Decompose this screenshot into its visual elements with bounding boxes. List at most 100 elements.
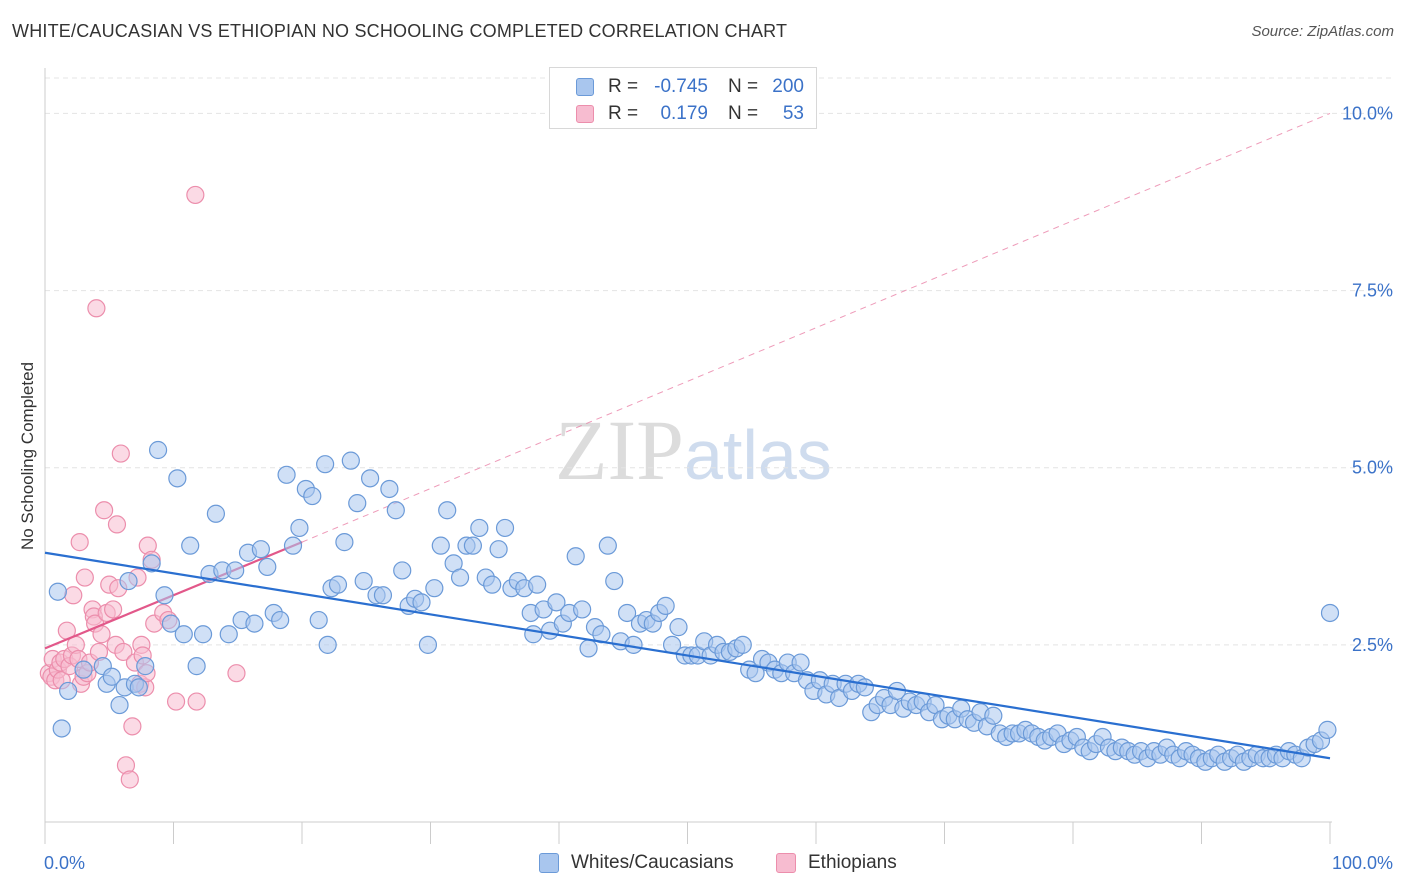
n-value: 200	[772, 76, 804, 97]
tick-labels: 2.5% 5.0% 7.5% 10.0% 0.0% 100.0%	[44, 103, 1393, 873]
white-point	[431, 536, 450, 555]
white-point	[316, 455, 335, 474]
white-point	[450, 568, 470, 587]
n-value: 53	[782, 103, 804, 124]
white-point	[271, 610, 290, 630]
white-point	[438, 501, 457, 520]
white-point	[290, 518, 309, 538]
white-point	[251, 540, 270, 559]
white-point	[573, 600, 592, 619]
legend-swatch-blue	[576, 78, 594, 96]
white-point	[361, 469, 380, 488]
n-label: N =	[728, 103, 759, 124]
r-value: 0.179	[660, 103, 708, 124]
series-ethiopians	[39, 185, 303, 789]
white-point	[206, 504, 226, 523]
white-point	[187, 657, 206, 676]
white-point	[303, 486, 322, 506]
white-point	[309, 610, 328, 630]
white-point	[412, 593, 431, 612]
ethiopian-point	[75, 568, 94, 587]
white-point	[318, 635, 337, 654]
white-point	[386, 501, 405, 520]
legend-swatch-blue	[539, 853, 559, 873]
white-point	[129, 678, 148, 697]
white-point	[528, 575, 547, 594]
series-legend: Whites/Caucasians Ethiopians	[0, 851, 1406, 877]
white-point	[48, 582, 67, 601]
white-point	[547, 593, 566, 612]
white-point	[341, 451, 360, 470]
white-point	[74, 660, 93, 679]
white-point	[174, 625, 193, 644]
white-point	[373, 586, 393, 605]
white-point	[168, 469, 187, 488]
white-point	[495, 518, 515, 538]
y-axis-label: No Schooling Completed	[18, 361, 37, 551]
ethiopian-point	[87, 299, 106, 318]
trendline-ethiopians-extension	[301, 112, 1331, 543]
y-tick-label: 10.0%	[1342, 103, 1393, 123]
white-point	[277, 465, 296, 484]
y-tick-label: 5.0%	[1352, 458, 1393, 478]
white-point	[425, 579, 444, 598]
white-point	[524, 625, 543, 644]
legend-label-whites: Whites/Caucasians	[571, 852, 734, 873]
ethiopian-point	[107, 515, 127, 534]
white-point	[219, 625, 238, 644]
white-point	[656, 596, 675, 615]
white-point	[335, 533, 354, 552]
axis-layer	[44, 68, 1332, 844]
legend-row-ethiopians: R = 0.179 N = 53	[550, 101, 816, 127]
legend-label-ethiopians: Ethiopians	[808, 852, 897, 873]
source-label: Source: ZipAtlas.com	[1251, 23, 1394, 40]
white-point	[283, 536, 303, 555]
r-label: R =	[608, 103, 639, 124]
x-tick-label: 100.0%	[1332, 853, 1393, 873]
white-point	[142, 554, 161, 573]
white-point	[566, 547, 585, 566]
white-point	[791, 653, 810, 672]
ethiopian-point	[123, 717, 142, 736]
white-point	[110, 695, 129, 715]
ethiopian-point	[111, 444, 130, 463]
watermark-atlas: atlas	[684, 416, 832, 494]
white-point	[483, 575, 502, 594]
white-point	[354, 571, 373, 591]
white-point	[618, 603, 637, 623]
ethiopian-point	[104, 600, 123, 619]
white-point	[598, 536, 617, 555]
ethiopian-point	[70, 533, 89, 552]
white-point	[984, 706, 1003, 725]
white-point	[155, 586, 174, 605]
white-point	[463, 536, 483, 555]
white-point	[258, 557, 277, 577]
n-label: N =	[728, 76, 759, 97]
x-tick-label: 0.0%	[44, 853, 85, 873]
watermark-zip: ZIP	[555, 402, 684, 498]
trend-layer	[301, 112, 1331, 543]
legend-swatch-pink	[776, 853, 796, 873]
white-point	[102, 667, 121, 686]
white-point	[393, 561, 412, 580]
white-point	[245, 614, 264, 633]
y-tick-label: 7.5%	[1352, 281, 1393, 301]
ethiopian-point	[95, 501, 114, 520]
legend-swatch-pink	[576, 105, 594, 123]
white-point	[418, 635, 438, 654]
ethiopian-point	[120, 770, 139, 789]
ethiopian-point	[114, 642, 133, 662]
white-point	[470, 518, 489, 538]
white-point	[226, 561, 245, 580]
ethiopian-point	[227, 664, 246, 683]
white-point	[1320, 603, 1340, 623]
y-tick-label: 2.5%	[1352, 635, 1393, 655]
white-point	[348, 494, 367, 513]
white-point	[328, 575, 348, 594]
white-point	[733, 635, 752, 654]
ethiopian-point	[186, 185, 205, 205]
ethiopian-point	[166, 692, 186, 711]
correlation-legend: R = -0.745 N = 200 R = 0.179 N = 53	[549, 67, 817, 129]
white-point	[193, 625, 213, 644]
